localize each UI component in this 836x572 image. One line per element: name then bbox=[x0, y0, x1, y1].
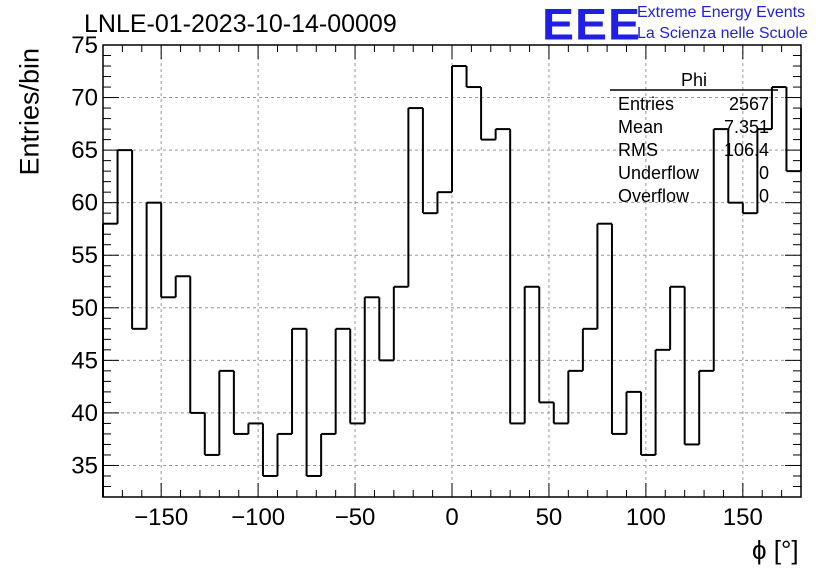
histogram-series bbox=[102, 65, 802, 497]
stats-row-label: Entries bbox=[618, 94, 674, 114]
stats-row-label: Overflow bbox=[618, 186, 690, 206]
y-tick-label: 75 bbox=[71, 32, 98, 59]
x-tick-label: 150 bbox=[723, 504, 763, 531]
x-tick-label: −100 bbox=[231, 504, 285, 531]
stats-row-value: 0 bbox=[759, 186, 769, 206]
stats-box: Phi Entries 2567 Mean 7.351 RMS 106.4 Underflow… bbox=[610, 70, 778, 206]
x-tick-label: −50 bbox=[335, 504, 376, 531]
axes: −150 −100 −50 0 50 100 150 35 40 45 50 55 60 65 70 75 bbox=[71, 32, 802, 531]
y-tick-label: 60 bbox=[71, 190, 98, 217]
stats-row-label: Underflow bbox=[618, 163, 700, 183]
logo-line-2: La Scienza nelle Scuole bbox=[637, 25, 808, 42]
stats-row-label: Mean bbox=[618, 117, 663, 137]
stats-row-value: 0 bbox=[759, 163, 769, 183]
eee-logo: EEE bbox=[542, 0, 642, 50]
y-tick-label: 65 bbox=[71, 137, 98, 164]
x-axis-label: ϕ [°] bbox=[752, 535, 799, 565]
y-tick-label: 40 bbox=[71, 400, 98, 427]
x-tick-label: 100 bbox=[626, 504, 666, 531]
x-tick-label: −150 bbox=[134, 504, 188, 531]
x-tick-label: 50 bbox=[536, 504, 563, 531]
y-tick-label: 50 bbox=[71, 295, 98, 322]
stats-row-value: 2567 bbox=[729, 94, 769, 114]
y-tick-label: 70 bbox=[71, 85, 98, 112]
y-tick-label: 55 bbox=[71, 242, 98, 269]
y-tick-label: 35 bbox=[71, 452, 98, 479]
y-tick-label: 45 bbox=[71, 347, 98, 374]
logo-line-1: Extreme Energy Events bbox=[637, 4, 806, 21]
stats-row-value: 106.4 bbox=[724, 140, 769, 160]
stats-box-title: Phi bbox=[681, 70, 707, 90]
plot-title: LNLE-01-2023-10-14-00009 bbox=[84, 10, 397, 38]
x-tick-label: 0 bbox=[445, 504, 458, 531]
stats-row-value: 7.351 bbox=[724, 117, 769, 137]
stats-row-label: RMS bbox=[618, 140, 658, 160]
